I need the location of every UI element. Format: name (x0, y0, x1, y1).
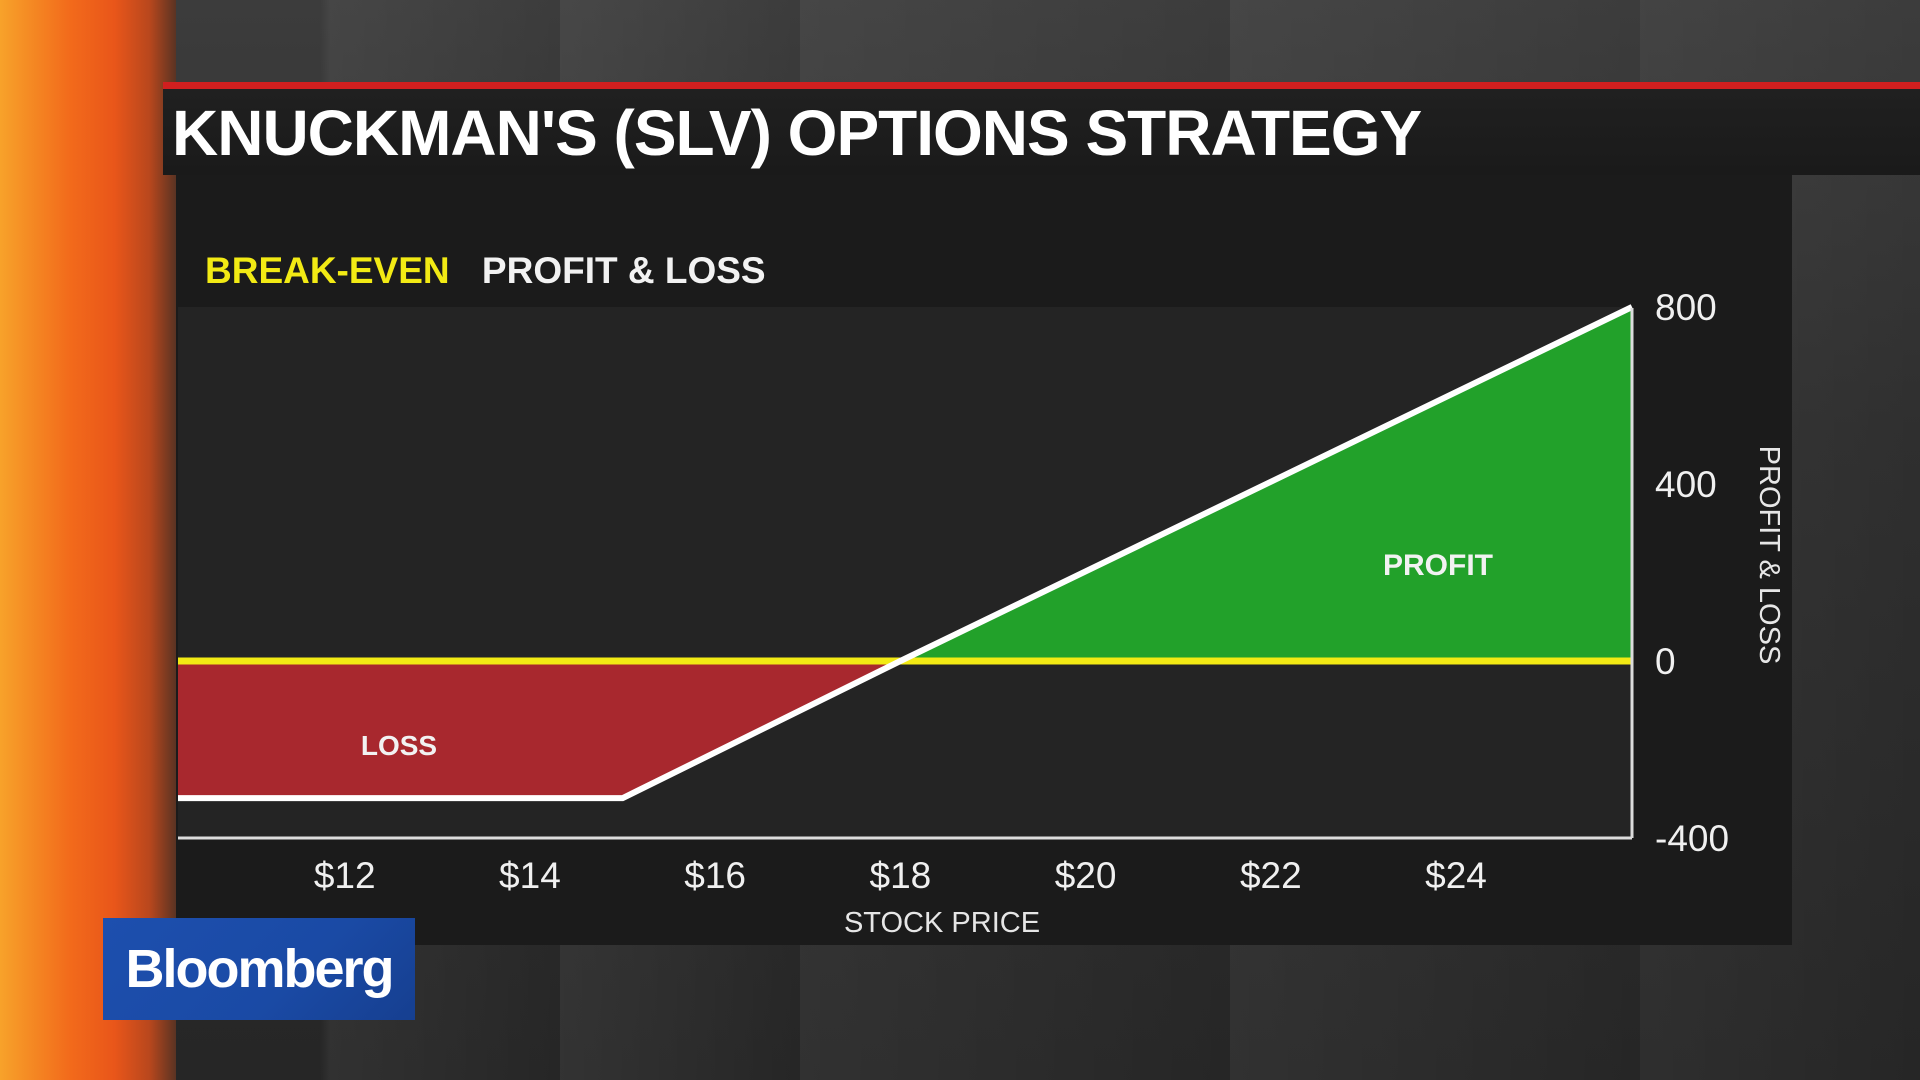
x-tick-label: $16 (684, 855, 746, 896)
title-rule (163, 82, 1920, 89)
x-tick-label: $24 (1425, 855, 1487, 896)
x-tick-label: $18 (870, 855, 932, 896)
x-tick-label: $20 (1055, 855, 1117, 896)
bloomberg-logo: Bloomberg (103, 918, 415, 1020)
loss-region (178, 661, 901, 799)
orange-wall (0, 0, 176, 1080)
payoff-line (178, 304, 1634, 802)
chart-title: KNUCKMAN'S (SLV) OPTIONS STRATEGY (172, 97, 1422, 169)
x-axis-label: STOCK PRICE (844, 907, 1040, 939)
title-bar (163, 89, 1920, 175)
y-axis-label: PROFIT & LOSS (1753, 446, 1785, 665)
y-tick-label: 0 (1655, 641, 1676, 682)
x-tick-labels: $12 $14 $16 $18 $20 $22 $24 (314, 855, 1487, 896)
y-tick-label: 400 (1655, 464, 1717, 505)
profit-label: PROFIT (1383, 549, 1493, 582)
x-tick-label: $22 (1240, 855, 1302, 896)
legend-profit-loss: PROFIT & LOSS (481, 250, 766, 291)
legend-break-even: BREAK-EVEN (205, 250, 450, 291)
y-tick-label: 800 (1655, 287, 1717, 328)
x-tick-label: $12 (314, 855, 376, 896)
y-tick-labels: -400 0 400 800 (1655, 287, 1729, 859)
loss-label: LOSS (361, 730, 437, 761)
y-tick-label: -400 (1655, 818, 1729, 859)
legend: BREAK-EVEN PROFIT & LOSS (205, 250, 766, 292)
x-tick-label: $14 (499, 855, 561, 896)
